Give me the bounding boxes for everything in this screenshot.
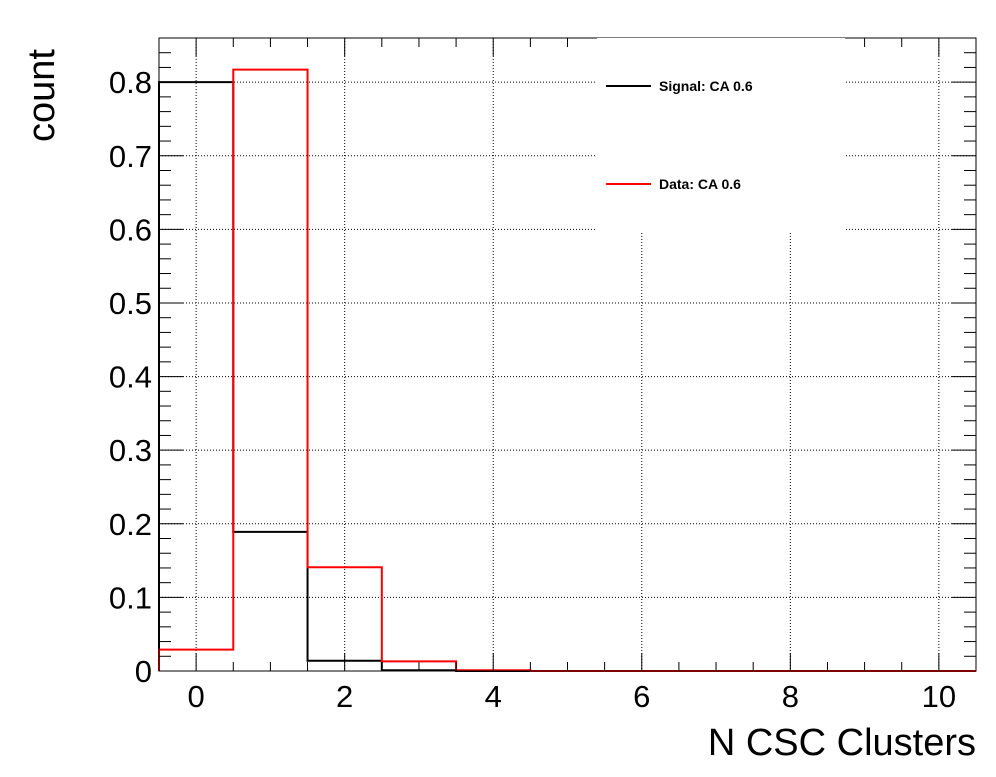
y-tick-label-3: 0.3 [109,433,152,468]
x-tick-label-3: 6 [633,679,650,714]
legend-label-1: Data: CA 0.6 [659,176,741,192]
tick-labels: 0 2 4 6 8 10 0 0.1 0.2 0.3 0.4 0.5 0.6 0.7 0.8 [109,65,956,714]
axis-ticks [159,37,977,672]
y-tick-label-1: 0.1 [109,580,152,615]
y-tick-label-5: 0.5 [109,286,152,321]
y-tick-label-7: 0.7 [109,139,152,174]
x-tick-label-1: 2 [336,679,353,714]
series-layer [158,68,976,672]
x-tick-label-4: 8 [782,679,799,714]
x-tick-label-5: 10 [922,679,956,714]
y-tick-label-2: 0.2 [109,507,152,542]
x-axis-title: N CSC Clusters [708,722,976,764]
series-line-1 [158,68,976,672]
y-tick-label-4: 0.4 [109,360,152,395]
y-tick-label-8: 0.8 [109,65,152,100]
grid-lines [159,38,976,671]
y-tick-label-6: 0.6 [109,212,152,247]
plot-frame [158,37,977,672]
x-tick-label-2: 4 [485,679,502,714]
legend-box [597,38,845,231]
x-tick-label-0: 0 [188,679,205,714]
legend-label-0: Signal: CA 0.6 [659,78,753,94]
y-axis-title: count [21,49,63,142]
y-tick-label-0: 0 [135,654,152,689]
legend: Signal: CA 0.6 Data: CA 0.6 [597,38,845,231]
plot-border [158,37,977,672]
